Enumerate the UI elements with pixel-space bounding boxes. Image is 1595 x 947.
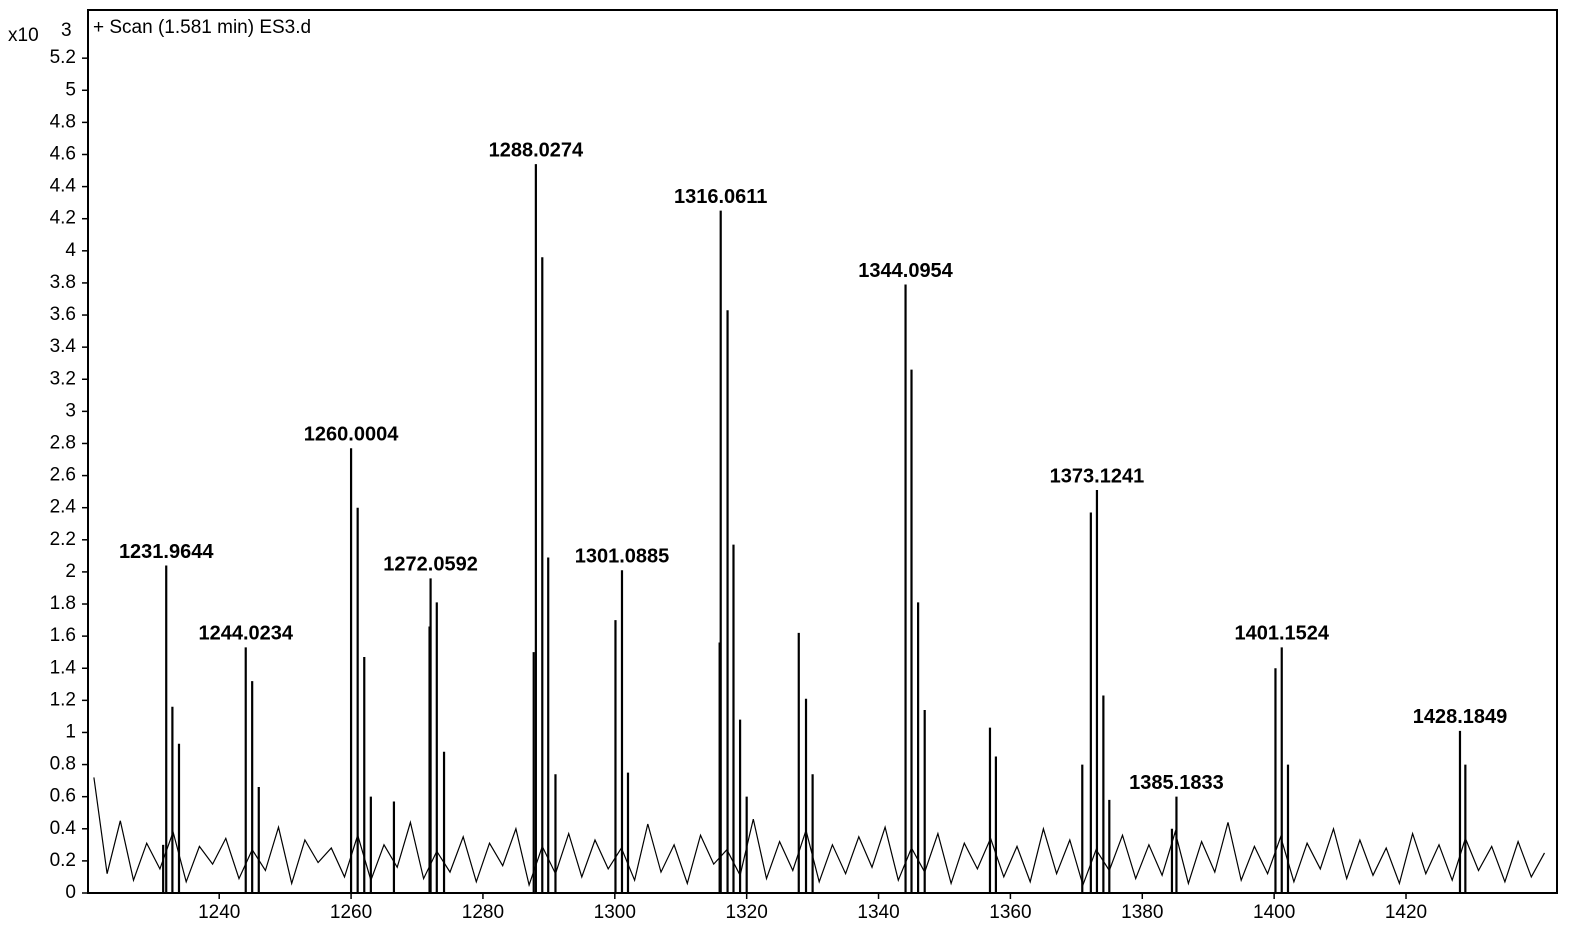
x-tick-label: 1360 <box>989 902 1031 923</box>
y-tick-label: 5.2 <box>50 47 76 68</box>
y-tick-label: 1.2 <box>50 689 76 710</box>
y-tick-label: 0.8 <box>50 754 76 775</box>
peak-label: 1272.0592 <box>383 554 478 576</box>
peak-label: 1428.1849 <box>1413 706 1508 728</box>
peak-label: 1301.0885 <box>575 546 670 568</box>
peak-label: 1231.9644 <box>119 541 214 563</box>
x-tick-label: 1320 <box>726 902 768 923</box>
y-tick-label: 3.4 <box>50 336 77 357</box>
peak-label: 1316.0611 <box>674 186 767 208</box>
peak-label: 1373.1241 <box>1050 465 1145 487</box>
x-tick-label: 1280 <box>462 902 504 923</box>
y-multiplier: x10 <box>8 25 39 46</box>
y-tick-label: 0.2 <box>50 850 76 871</box>
x-tick-label: 1260 <box>330 902 372 923</box>
y-tick-label: 1.4 <box>50 657 77 678</box>
noise-trace <box>93 777 1546 888</box>
y-tick-label: 1.6 <box>50 625 76 646</box>
y-tick-label: 5 <box>65 79 76 100</box>
y-tick-label: 3 <box>65 400 76 421</box>
y-tick-label: 4.8 <box>50 111 76 132</box>
peak-label: 1260.0004 <box>304 424 399 446</box>
y-tick-label: 4.4 <box>50 176 77 197</box>
y-tick-label: 2.8 <box>50 432 76 453</box>
y-tick-label: 2.4 <box>50 497 77 518</box>
y-tick-label: 2 <box>65 561 76 582</box>
y-tick-label: 0 <box>65 882 76 903</box>
y-tick-label: 0.6 <box>50 786 76 807</box>
x-tick-label: 1380 <box>1121 902 1163 923</box>
y-exponent: 3 <box>61 20 72 41</box>
x-tick-label: 1420 <box>1385 902 1427 923</box>
peak-label: 1344.0954 <box>858 260 953 282</box>
y-tick-label: 4.2 <box>50 208 76 229</box>
x-tick-label: 1400 <box>1253 902 1295 923</box>
x-tick-label: 1300 <box>594 902 636 923</box>
peak-label: 1385.1833 <box>1129 772 1224 794</box>
y-tick-label: 2.6 <box>50 465 76 486</box>
peak-label: 1244.0234 <box>198 623 293 645</box>
y-tick-label: 1 <box>65 721 76 742</box>
y-tick-label: 2.2 <box>50 529 76 550</box>
plot-frame <box>87 9 1558 894</box>
y-tick-label: 3.6 <box>50 304 76 325</box>
y-tick-label: 4.6 <box>50 144 76 165</box>
y-tick-label: 3.8 <box>50 272 76 293</box>
x-tick-label: 1340 <box>857 902 899 923</box>
y-tick-label: 3.2 <box>50 368 76 389</box>
peak-label: 1288.0274 <box>489 139 584 161</box>
annotation: + Scan (1.581 min) ES3.d <box>93 17 311 38</box>
peak-label: 1401.1524 <box>1234 623 1329 645</box>
y-tick-label: 4 <box>65 240 76 261</box>
x-tick-label: 1240 <box>198 902 240 923</box>
y-tick-label: 1.8 <box>50 593 76 614</box>
y-tick-label: 0.4 <box>50 818 77 839</box>
